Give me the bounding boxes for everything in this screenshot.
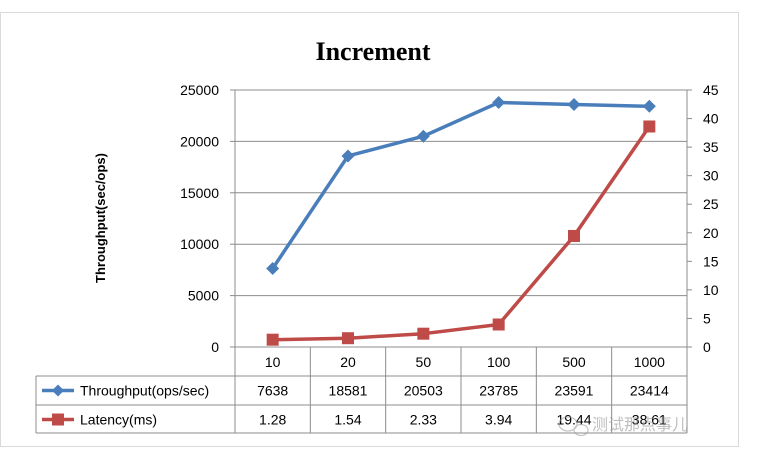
legend-marker [52,413,64,426]
data-point [643,120,656,133]
table-cell-value: 7638 [257,383,288,399]
y2-tick-label: 45 [703,82,719,98]
legend-label: Latency(ms) [80,412,157,428]
data-point [492,95,506,109]
legend-marker [52,384,64,397]
data-point [341,149,355,163]
y-axis-label: Throughput(sec/ops) [93,153,108,283]
y2-tick-label: 10 [703,282,719,298]
y2-tick-label: 40 [703,111,719,127]
data-point [417,327,430,340]
table-cell-value: 1.28 [259,412,286,428]
chat-bubble-icon [558,416,589,437]
table-cell-value: 2.33 [410,412,437,428]
watermark: 测试那点事儿 [558,416,688,437]
table-cell-value: 3.94 [485,412,512,428]
table-cell-value: 38.61 [632,412,667,428]
data-point [642,99,656,113]
y-tick-label: 10000 [180,236,219,252]
y2-tick-label: 30 [703,168,719,184]
series-line [272,125,651,342]
y2-tick-label: 35 [703,139,719,155]
y2-tick-label: 15 [703,253,719,269]
chart-border [0,12,739,447]
y-tick-label: 15000 [180,185,219,201]
data-point [567,97,581,111]
chart-title: Increment [315,37,430,66]
y2-tick-label: 25 [703,196,719,212]
data-point [416,129,430,143]
y-tick-label: 0 [211,339,219,355]
x-tick-label: 50 [416,354,432,370]
x-tick-label: 100 [487,354,511,370]
table-cell-value: 20503 [404,383,443,399]
x-tick-label: 1000 [634,354,665,370]
y2-tick-label: 5 [703,310,711,326]
table-cell-value: 23785 [479,383,518,399]
y-tick-label: 5000 [188,288,219,304]
y2-tick-label: 20 [703,225,719,241]
table-cell-value: 1.54 [334,412,361,428]
table-cell-value: 23591 [555,383,594,399]
data-point [342,332,354,345]
table-cell-value: 18581 [329,383,368,399]
series-line [271,100,650,270]
plot-area: 0 5000 10000 15000 20000 25000 0 5 10 15 20 25 30 35 4… [180,82,719,355]
y-tick-label: 20000 [180,133,219,149]
x-tick-label: 20 [340,354,356,370]
y2-tick-label: 0 [703,339,711,355]
legend-label: Throughput(ops/sec) [80,383,209,399]
y-tick-label: 25000 [180,82,219,98]
data-point [266,261,280,275]
data-point [568,229,580,242]
data-point [266,333,279,346]
table-cell-value: 23414 [630,383,669,399]
watermark-text: 测试那点事儿 [592,416,688,434]
x-tick-label: 10 [265,354,281,370]
data-point [492,318,505,331]
data-table: 10 20 50 100 500 1000 Throughput(ops/sec) 7638 1… [35,346,688,434]
x-tick-label: 500 [562,354,586,370]
